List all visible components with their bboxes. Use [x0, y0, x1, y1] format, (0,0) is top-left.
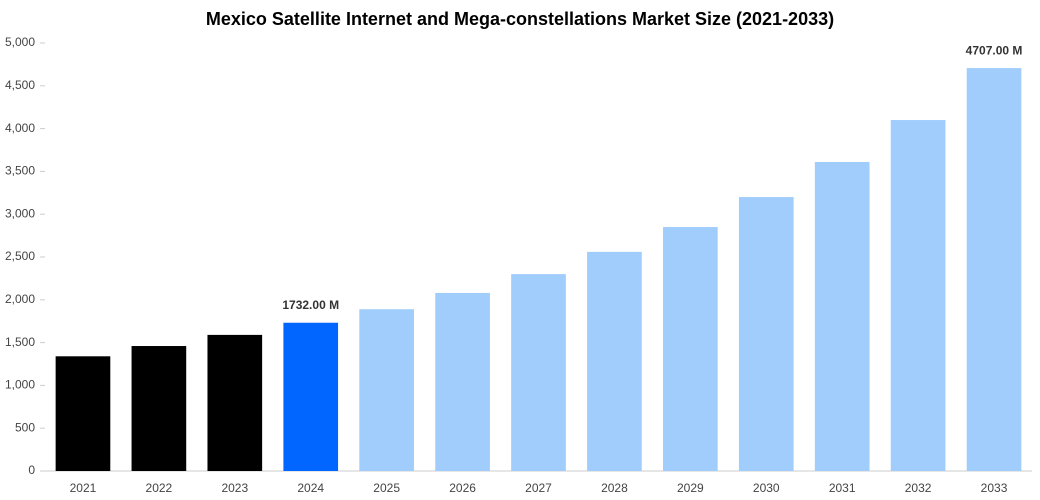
x-tick-label: 2031	[829, 481, 856, 495]
bar	[814, 161, 870, 471]
x-tick-label: 2029	[677, 481, 704, 495]
bar	[283, 322, 339, 471]
x-tick-label: 2023	[221, 481, 248, 495]
y-tick-label: 4,000	[5, 121, 35, 135]
bar	[435, 292, 490, 471]
bar	[890, 120, 946, 471]
x-tick-label: 2027	[525, 481, 552, 495]
y-tick-label: 2,500	[5, 249, 35, 263]
x-tick-label: 2024	[297, 481, 324, 495]
bar	[55, 356, 111, 471]
bar	[511, 274, 566, 471]
bar	[663, 227, 718, 471]
bar	[587, 251, 642, 471]
chart-title: Mexico Satellite Internet and Mega-const…	[206, 9, 834, 29]
bar	[738, 197, 794, 471]
y-tick-label: 5,000	[5, 35, 35, 49]
x-tick-label: 2021	[70, 481, 97, 495]
value-label: 4707.00 M	[966, 43, 1023, 57]
bar	[131, 346, 187, 471]
y-tick-label: 500	[15, 420, 35, 434]
y-tick-label: 1,000	[5, 378, 35, 392]
x-tick-label: 2025	[373, 481, 400, 495]
x-tick-label: 2030	[753, 481, 780, 495]
y-tick-label: 1,500	[5, 335, 35, 349]
x-tick-label: 2028	[601, 481, 628, 495]
x-tick-label: 2026	[449, 481, 476, 495]
y-tick-label: 3,000	[5, 206, 35, 220]
x-tick-label: 2022	[146, 481, 173, 495]
value-label: 1732.00 M	[282, 298, 339, 312]
y-tick-label: 3,500	[5, 164, 35, 178]
x-tick-label: 2032	[905, 481, 932, 495]
bar	[359, 309, 414, 471]
bar	[966, 68, 1022, 471]
x-tick-label: 2033	[981, 481, 1008, 495]
y-tick-label: 0	[28, 463, 35, 477]
y-tick-label: 4,500	[5, 78, 35, 92]
bar	[207, 334, 263, 471]
y-tick-label: 2,000	[5, 292, 35, 306]
